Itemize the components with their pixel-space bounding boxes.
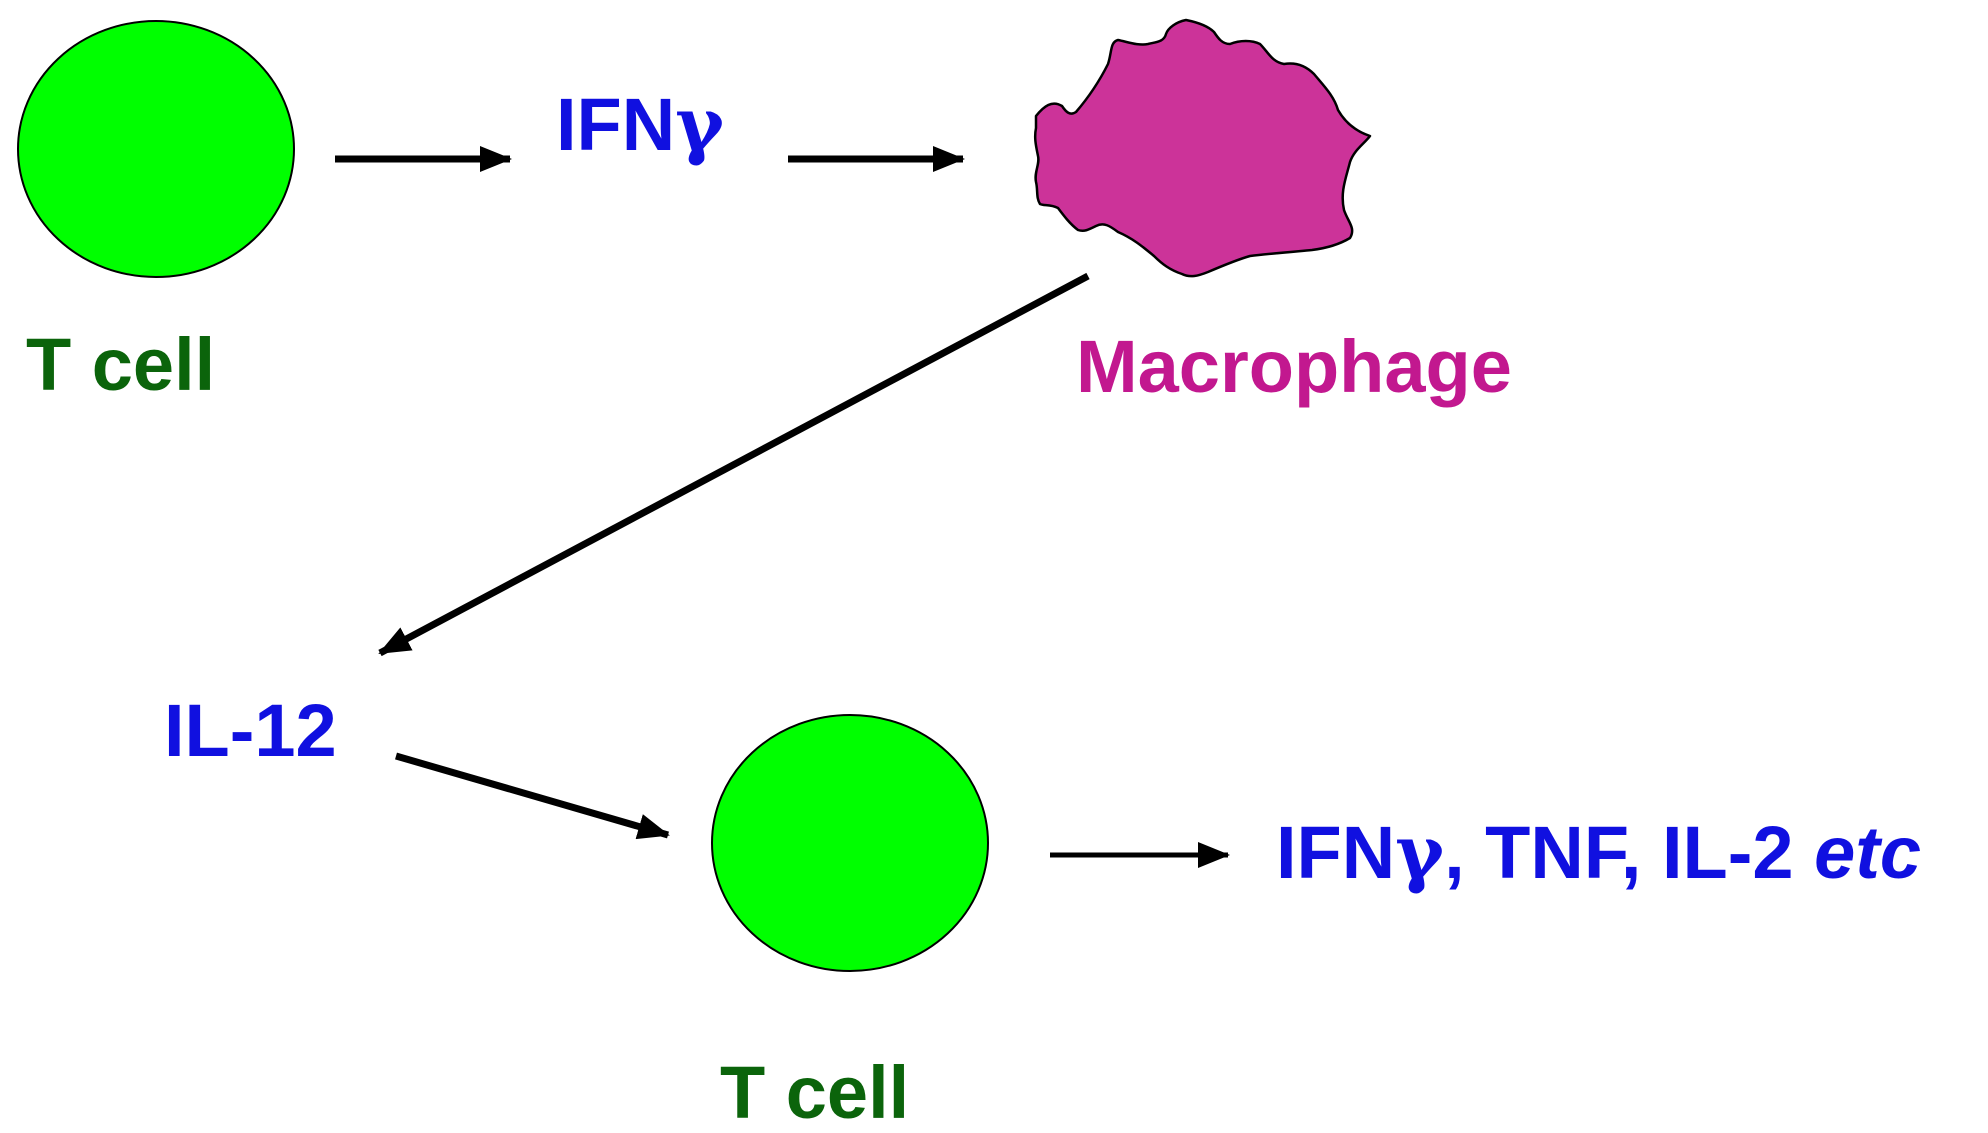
macrophage-label: Macrophage (1076, 325, 1512, 408)
outputs-etc: etc (1814, 811, 1921, 894)
macrophage-blob-icon (1033, 18, 1372, 278)
t-cell-bottom-icon (711, 714, 989, 972)
outputs-rest: , TNF, IL-2 (1444, 811, 1814, 894)
ifn-gamma-label: IFNγ (556, 82, 725, 168)
t-cell-top-label: T cell (26, 323, 215, 406)
outputs-ifn-greek: γ (1395, 810, 1445, 896)
t-cell-top-icon (17, 20, 295, 278)
ifn-gamma-greek: γ (675, 82, 725, 168)
arrow-il12-to-tcell (395, 752, 670, 840)
outputs-label: IFNγ, TNF, IL-2 etc (1276, 810, 1921, 896)
outputs-ifn-main: IFN (1276, 811, 1395, 894)
il12-label: IL-12 (164, 689, 337, 772)
t-cell-bottom-label: T cell (720, 1051, 909, 1133)
arrow-macrophage-to-il12 (378, 272, 1090, 657)
ifn-gamma-main: IFN (556, 83, 675, 166)
